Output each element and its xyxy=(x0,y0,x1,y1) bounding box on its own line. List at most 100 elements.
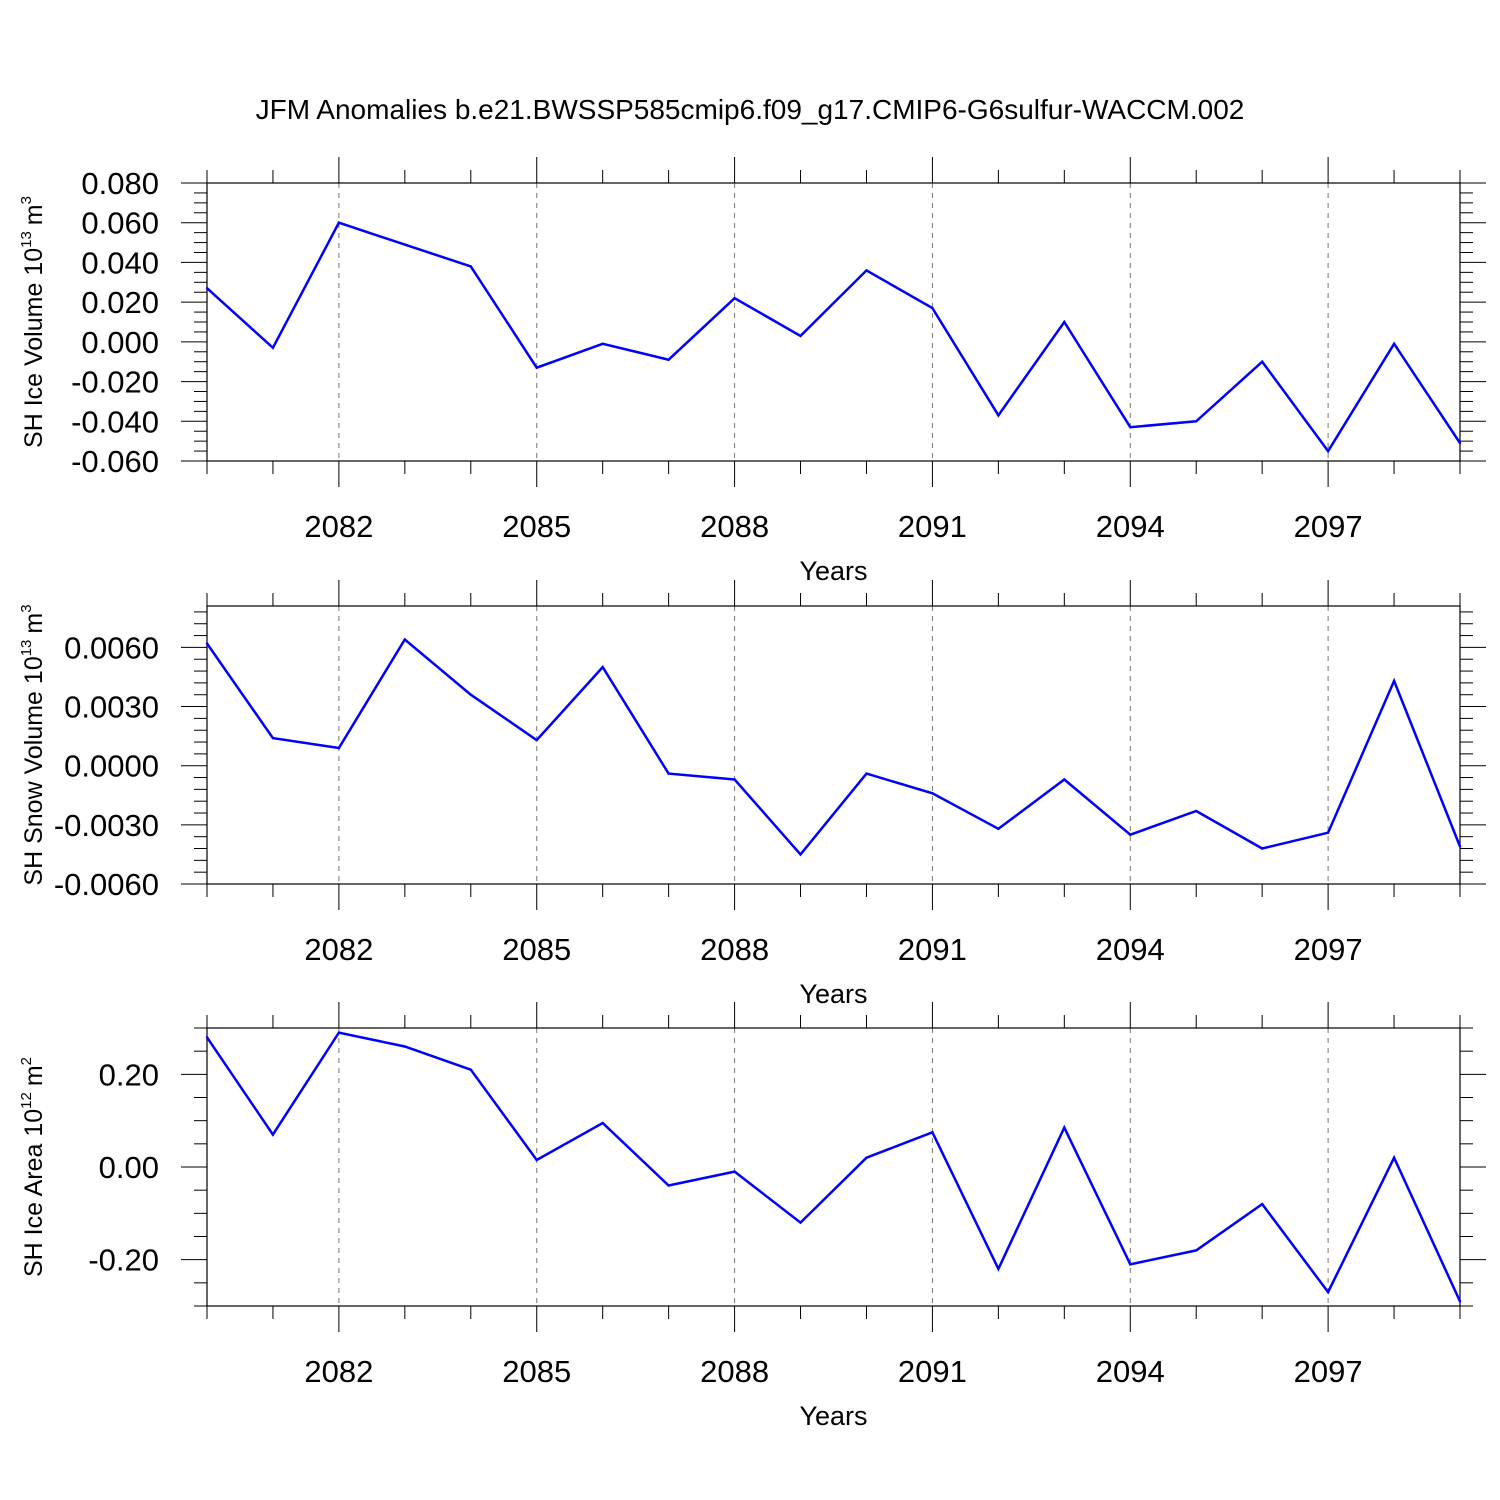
y-tick-label: -0.020 xyxy=(71,365,159,400)
series-line xyxy=(205,637,1462,857)
x-tick-label: 2082 xyxy=(304,509,373,544)
data-point xyxy=(403,243,407,246)
y-tick-label: 0.20 xyxy=(99,1057,159,1092)
y-axis-label-unit: m xyxy=(20,1065,48,1086)
data-point xyxy=(997,414,1000,417)
x-tick-label: 2088 xyxy=(700,932,769,967)
data-point xyxy=(1260,847,1264,850)
y-tick-label: 0.00 xyxy=(99,1150,159,1185)
data-point xyxy=(1063,320,1066,324)
y-axis-label-unit-exponent: 2 xyxy=(18,1057,35,1065)
data-point xyxy=(799,334,802,338)
data-point xyxy=(403,638,407,641)
data-point xyxy=(997,1267,1000,1271)
data-point xyxy=(733,296,736,300)
y-tick-label: 0.040 xyxy=(81,245,159,280)
data-point xyxy=(1458,1300,1462,1303)
data-point xyxy=(997,827,1000,830)
y-tick-label: 0.020 xyxy=(81,285,159,320)
x-axis-label: Years xyxy=(799,556,867,586)
data-point xyxy=(1195,1249,1198,1252)
x-tick-label: 2085 xyxy=(502,932,571,967)
y-axis-label-exponent: 12 xyxy=(18,1092,35,1109)
y-tick-label: 0.0060 xyxy=(64,630,159,665)
data-point xyxy=(469,1068,472,1071)
data-point xyxy=(403,1045,407,1048)
data-point xyxy=(535,738,538,742)
data-point xyxy=(1195,809,1198,813)
x-tick-label: 2097 xyxy=(1294,1354,1363,1389)
data-point xyxy=(271,1133,275,1136)
x-axis-label: Years xyxy=(799,979,867,1009)
data-point xyxy=(733,1170,736,1173)
data-point xyxy=(799,1221,802,1224)
data-point xyxy=(601,342,604,346)
data-point xyxy=(733,778,736,781)
x-tick-label: 2082 xyxy=(304,1354,373,1389)
data-point xyxy=(601,1121,604,1125)
data-point xyxy=(1392,342,1396,346)
plot-frame xyxy=(206,1027,1461,1307)
data-point xyxy=(337,1031,341,1034)
y-tick-label: 0.080 xyxy=(81,166,159,201)
x-tick-label: 2085 xyxy=(502,1354,571,1389)
data-point xyxy=(931,1131,934,1134)
data-point xyxy=(205,287,209,290)
y-axis-label: SH Ice Volume 1013 m3 xyxy=(18,196,48,448)
x-tick-label: 2094 xyxy=(1096,932,1165,967)
series-line xyxy=(206,221,1462,454)
data-point xyxy=(1195,420,1198,423)
data-point xyxy=(337,221,341,224)
data-point xyxy=(1129,833,1132,836)
data-point xyxy=(1326,449,1330,453)
data-point xyxy=(271,736,275,740)
y-tick-label: -0.060 xyxy=(71,444,159,479)
data-point xyxy=(1129,426,1132,429)
data-point xyxy=(667,358,670,361)
x-tick-label: 2085 xyxy=(502,509,571,544)
y-axis-label-text: SH Ice Volume 10 xyxy=(20,248,48,448)
x-tick-label: 2091 xyxy=(898,1354,967,1389)
y-tick-label: -0.0060 xyxy=(54,867,159,902)
y-tick-label: 0.0000 xyxy=(64,749,159,784)
y-axis-label-exponent: 13 xyxy=(18,231,35,248)
y-axis-label-text: SH Snow Volume 10 xyxy=(20,656,48,885)
data-point xyxy=(931,792,934,795)
data-point xyxy=(1326,831,1330,834)
data-point xyxy=(799,853,802,856)
data-point xyxy=(205,642,209,645)
data-point xyxy=(1458,845,1462,848)
data-point xyxy=(931,306,934,310)
y-tick-label: -0.0030 xyxy=(54,808,159,843)
data-point xyxy=(535,1158,538,1162)
series-line xyxy=(205,1031,1462,1302)
x-axis-label: Years xyxy=(799,1401,867,1431)
x-tick-label: 2091 xyxy=(898,932,967,967)
plot-frame xyxy=(206,182,1461,462)
y-tick-label: -0.20 xyxy=(88,1243,159,1278)
plot-frame xyxy=(206,605,1461,885)
data-point xyxy=(667,1184,670,1187)
data-point xyxy=(865,269,868,272)
chart-panel-2: 2082 2085 2088 2091 2094 2097 Years -0.0060 -0.0… xyxy=(18,580,1486,1009)
y-tick-label: 0.000 xyxy=(81,325,159,360)
x-tick-label: 2082 xyxy=(304,932,373,967)
x-tick-label: 2094 xyxy=(1096,509,1165,544)
x-tick-label: 2088 xyxy=(700,1354,769,1389)
y-axis-label-exponent: 13 xyxy=(18,640,35,657)
y-axis-label: SH Snow Volume 1013 m3 xyxy=(18,604,48,885)
chart-panel-3: 2082 2085 2088 2091 2094 2097 Years -0.20 0.00 0.… xyxy=(18,1002,1486,1431)
y-axis-label-unit: m xyxy=(20,204,48,225)
data-point xyxy=(1392,679,1396,683)
chart-title: JFM Anomalies b.e21.BWSSP585cmip6.f09_g1… xyxy=(256,94,1245,125)
x-tick-label: 2094 xyxy=(1096,1354,1165,1389)
data-point xyxy=(865,1156,868,1159)
data-point xyxy=(1063,778,1066,781)
x-tick-label: 2091 xyxy=(898,509,967,544)
y-axis-label-text: SH Ice Area 10 xyxy=(20,1109,48,1277)
y-tick-label: -0.040 xyxy=(71,404,159,439)
data-point xyxy=(1129,1263,1132,1266)
y-axis-label-unit-exponent: 3 xyxy=(18,196,35,204)
y-tick-label: 0.0030 xyxy=(64,690,159,725)
y-axis-label: SH Ice Area 1012 m2 xyxy=(18,1057,48,1277)
